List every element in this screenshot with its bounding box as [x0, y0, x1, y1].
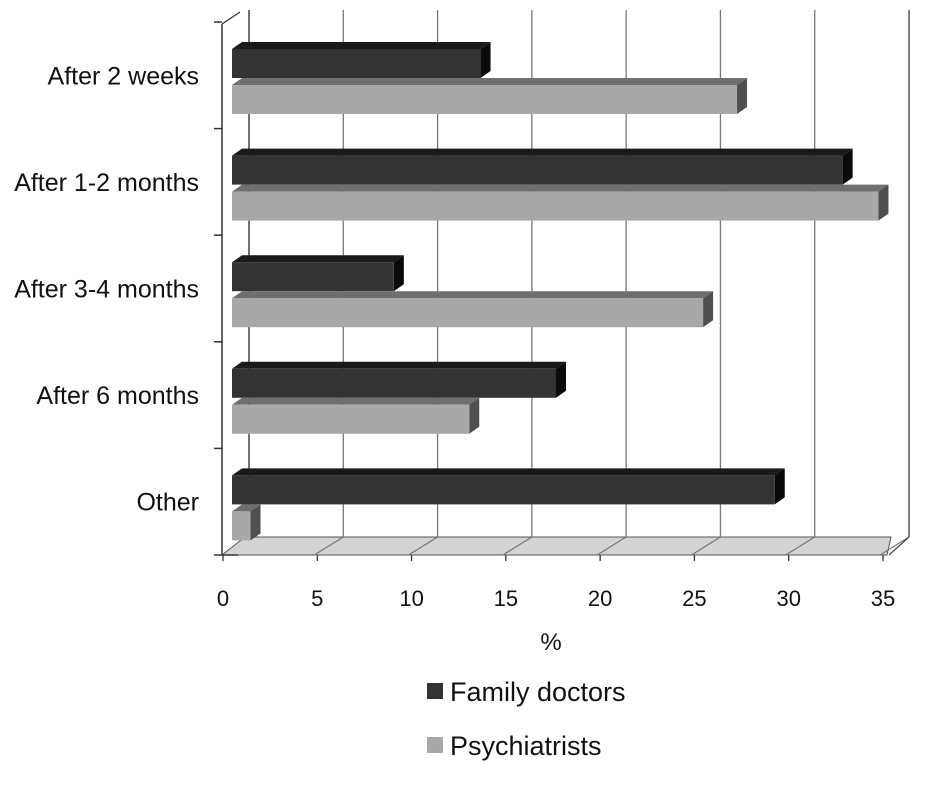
bar-family-doctors-other — [232, 468, 785, 505]
bar-top-face — [232, 148, 853, 156]
bar-side-face — [393, 255, 404, 292]
category-label: After 3-4 months — [14, 276, 199, 304]
bar-side-face — [250, 504, 261, 541]
bar-family-doctors-after-3-4-months — [232, 255, 404, 292]
legend-label-family-doctors: Family doctors — [450, 677, 626, 707]
bar-side-face — [737, 78, 748, 114]
category-label: Other — [136, 489, 199, 517]
bar-front-face — [232, 85, 738, 114]
floor-gridline — [785, 536, 816, 556]
bar-top-face — [232, 291, 714, 299]
bar-side-face — [774, 468, 785, 505]
bar-side-face — [556, 361, 566, 398]
bar-top-face — [232, 468, 785, 476]
floor-gridline — [408, 536, 438, 556]
bar-psychiatrists-after-2-weeks — [232, 78, 748, 114]
category-labels: After 2 weeks After 1-2 months After 3-4 m… — [14, 62, 199, 516]
right-floor-edge — [888, 536, 910, 556]
floor-gridline — [313, 536, 344, 556]
x-tick-label: 10 — [399, 586, 423, 611]
legend: Family doctors Psychiatrists — [427, 677, 626, 761]
bar-family-doctors-after-6-months — [232, 361, 566, 398]
floor-gridline — [691, 536, 721, 556]
x-tick-label: 30 — [776, 586, 800, 611]
legend-swatch-psychiatrists — [427, 737, 443, 753]
bar-top-face — [232, 397, 480, 405]
bar-psychiatrists-after-1-2-months — [232, 184, 889, 221]
x-tick-label: 0 — [217, 586, 229, 611]
bar-side-face — [878, 184, 889, 221]
bar-top-face — [232, 184, 889, 192]
bar-side-face — [842, 148, 853, 185]
bar-front-face — [232, 511, 251, 541]
bar-family-doctors-after-1-2-months — [232, 148, 853, 185]
x-tick-label: 35 — [871, 586, 895, 611]
bar-side-face — [469, 397, 480, 434]
bar-top-face — [232, 78, 748, 85]
bar-front-face — [232, 475, 775, 505]
x-tick-label: 15 — [494, 586, 518, 611]
bar-front-face — [232, 49, 481, 78]
bar-side-face — [480, 42, 491, 78]
bar-psychiatrists-after-6-months — [232, 397, 480, 434]
chart-floor — [220, 536, 892, 556]
floor-gridline — [596, 536, 627, 556]
x-tick-label: 25 — [682, 586, 706, 611]
bar-front-face — [232, 298, 704, 328]
x-tick-label: 5 — [311, 586, 323, 611]
x-tick-label: 20 — [588, 586, 612, 611]
bar-top-face — [232, 255, 404, 263]
y-axis-top-edge — [221, 11, 241, 25]
bar-front-face — [232, 368, 556, 398]
chart-walls — [220, 536, 892, 556]
bar-front-face — [232, 155, 843, 185]
legend-label-psychiatrists: Psychiatrists — [450, 731, 602, 761]
bar-front-face — [232, 191, 879, 221]
bar-front-face — [232, 404, 470, 434]
bar-psychiatrists-other — [232, 504, 261, 541]
bars — [232, 42, 889, 541]
bar-top-face — [232, 504, 261, 512]
bar-family-doctors-after-2-weeks — [232, 42, 491, 78]
bar-psychiatrists-after-3-4-months — [232, 291, 714, 328]
category-label: After 1-2 months — [14, 169, 199, 197]
tick-labels: 0 5 10 15 20 25 30 35 — [217, 586, 895, 611]
x-axis-title: % — [540, 629, 561, 656]
category-label: After 6 months — [36, 382, 199, 410]
bar-top-face — [232, 361, 566, 369]
category-label: After 2 weeks — [48, 62, 199, 90]
bar-top-face — [232, 42, 491, 49]
bar-front-face — [232, 262, 394, 292]
floor-gridline — [502, 536, 533, 556]
legend-swatch-family-doctors — [427, 683, 443, 699]
floor-gridline — [879, 536, 910, 556]
bar-side-face — [703, 291, 714, 328]
